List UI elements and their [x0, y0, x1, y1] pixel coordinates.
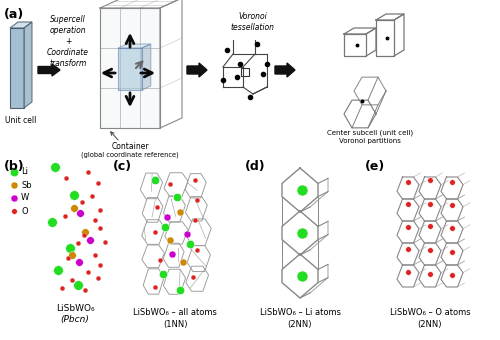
- Text: Li: Li: [21, 168, 28, 176]
- Text: O: O: [21, 206, 28, 216]
- Text: LiSbWO₆ – O atoms
(2NN): LiSbWO₆ – O atoms (2NN): [390, 308, 470, 329]
- Text: (e): (e): [365, 160, 385, 173]
- Polygon shape: [142, 44, 151, 90]
- Text: LiSbWO₆ – Li atoms
(2NN): LiSbWO₆ – Li atoms (2NN): [260, 308, 340, 329]
- Text: Unit cell: Unit cell: [6, 116, 36, 125]
- Text: (b): (b): [4, 160, 24, 173]
- Text: (d): (d): [245, 160, 266, 173]
- Bar: [241, 68, 249, 76]
- Text: Center subcell (unit cell)
Voronoi partitions: Center subcell (unit cell) Voronoi parti…: [327, 130, 413, 143]
- Text: Container: Container: [111, 142, 149, 151]
- FancyArrow shape: [275, 63, 295, 77]
- Polygon shape: [100, 8, 160, 128]
- Text: (a): (a): [4, 8, 24, 21]
- Text: Sb: Sb: [21, 181, 32, 189]
- Text: Supercell
operation
+
Coordinate
transform: Supercell operation + Coordinate transfo…: [47, 15, 89, 68]
- Text: W: W: [21, 193, 29, 203]
- FancyArrow shape: [187, 63, 207, 77]
- Polygon shape: [10, 22, 32, 28]
- Polygon shape: [24, 22, 32, 108]
- Text: (global coordinate reference): (global coordinate reference): [81, 151, 179, 157]
- Text: LiSbWO₆ – all atoms
(1NN): LiSbWO₆ – all atoms (1NN): [133, 308, 217, 329]
- FancyArrow shape: [38, 64, 60, 76]
- Polygon shape: [118, 44, 151, 48]
- Text: (c): (c): [113, 160, 132, 173]
- Polygon shape: [118, 48, 142, 90]
- Text: LiSbWO₆: LiSbWO₆: [56, 304, 94, 313]
- Polygon shape: [10, 28, 24, 108]
- Text: (Pbcn): (Pbcn): [60, 315, 90, 324]
- Text: Voronoi
tessellation: Voronoi tessellation: [231, 12, 275, 32]
